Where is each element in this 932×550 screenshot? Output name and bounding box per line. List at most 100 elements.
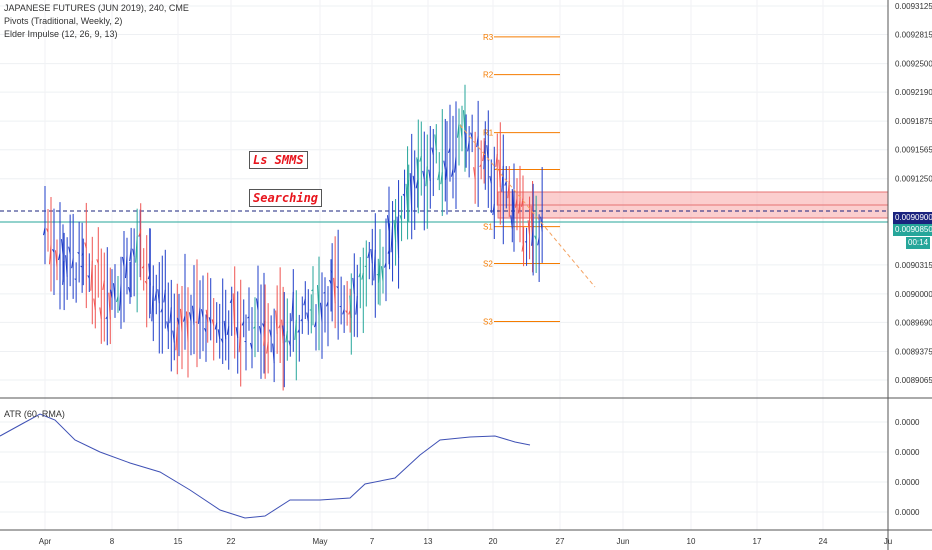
bar-tick	[129, 248, 132, 262]
elder-impulse-label[interactable]: Elder Impulse (12, 26, 9, 13)	[4, 29, 118, 39]
bar-tick	[320, 302, 323, 323]
bar-tick	[507, 181, 510, 199]
bar-tick	[110, 289, 113, 299]
bar-tick	[175, 327, 178, 351]
bar-tick	[317, 285, 320, 317]
bar-tick	[125, 255, 128, 279]
bar-tick	[253, 326, 256, 329]
bar-tick	[387, 248, 391, 254]
atr-tick-label: 0.0000	[895, 418, 920, 427]
bar-tick	[405, 183, 409, 212]
bar-tick	[148, 263, 151, 286]
bar-tick	[534, 235, 537, 240]
time-tick-label: 10	[687, 537, 696, 546]
bar-tick	[205, 309, 209, 323]
bar-tick	[278, 324, 281, 329]
bar-tick	[241, 321, 245, 326]
bar-tick	[259, 326, 262, 335]
bar-tick	[434, 134, 437, 151]
annotation-ls-smms[interactable]: Ls SMMS	[249, 151, 308, 169]
bar-tick	[419, 155, 422, 162]
bar-tick	[473, 167, 476, 180]
bar-tick	[521, 241, 525, 252]
bar-tick	[154, 291, 157, 301]
pivots-indicator-label[interactable]: Pivots (Traditional, Weekly, 2)	[4, 16, 123, 26]
bar-tick	[527, 220, 531, 236]
bar-tick	[358, 272, 361, 278]
bar-tick	[250, 342, 253, 350]
bar-tick	[151, 285, 154, 322]
bar-tick	[192, 305, 195, 326]
time-tick-label: 13	[424, 537, 433, 546]
pivot-label-s3: S3	[483, 318, 493, 327]
bar-tick	[189, 312, 192, 322]
bar-tick	[208, 317, 212, 324]
bar-tick	[288, 340, 291, 346]
bar-tick	[223, 320, 227, 340]
bar-tick	[108, 292, 111, 320]
bar-tick	[281, 319, 284, 344]
bar-tick	[314, 321, 317, 328]
bar-tick	[144, 280, 148, 285]
bar-tick	[454, 156, 457, 173]
bar-tick	[348, 310, 351, 315]
bar-tick	[81, 253, 84, 256]
bar-tick	[113, 283, 116, 301]
bar-tick	[431, 147, 434, 155]
price-tick-label: 0.0091875	[895, 117, 932, 126]
price-tick-label: 0.0090315	[895, 261, 932, 270]
bar-tick	[297, 329, 300, 333]
bar-tick	[342, 309, 345, 315]
atr-indicator-label[interactable]: ATR (60, RMA)	[4, 409, 65, 419]
bar-tick	[345, 310, 348, 314]
time-tick-label: 17	[753, 537, 762, 546]
bar-tick	[87, 275, 90, 279]
bar-tick	[62, 260, 65, 285]
bar-tick	[349, 295, 352, 318]
bar-tick	[122, 256, 125, 267]
bar-tick	[329, 279, 332, 285]
bar-tick	[399, 215, 403, 221]
bar-tick	[166, 321, 169, 332]
bar-tick	[285, 331, 288, 343]
bar-tick	[537, 237, 540, 246]
bar-tick	[135, 236, 138, 263]
bar-tick	[263, 320, 266, 346]
trend-line	[459, 124, 596, 288]
bar-tick	[93, 298, 96, 310]
bar-tick	[74, 278, 77, 280]
bar-tick	[186, 311, 189, 343]
bar-tick	[247, 316, 250, 319]
bar-tick	[282, 325, 285, 337]
bar-tick	[58, 252, 61, 261]
atr-tick-label: 0.0000	[895, 448, 920, 457]
bar-tick	[445, 165, 448, 180]
bar-tick	[43, 227, 46, 236]
bar-tick	[163, 289, 166, 303]
bar-tick	[183, 315, 186, 322]
bar-tick	[96, 259, 99, 264]
annotation-searching[interactable]: Searching	[249, 189, 323, 207]
bar-tick	[457, 123, 460, 138]
price-tick-label: 0.0089690	[895, 318, 932, 327]
atr-line	[0, 413, 531, 519]
time-tick-label: 27	[556, 537, 565, 546]
bar-tick	[232, 293, 236, 335]
bar-tick	[479, 164, 482, 168]
bar-tick	[272, 343, 275, 364]
bar-tick	[71, 258, 74, 269]
bar-tick	[387, 215, 390, 232]
countdown-tag: 00:14	[906, 237, 931, 249]
bar-tick	[422, 170, 425, 180]
bar-tick	[333, 277, 336, 304]
bar-tick	[55, 250, 58, 268]
bar-tick	[495, 153, 498, 168]
downtrend-line	[459, 124, 596, 288]
bar-tick	[116, 296, 119, 303]
bar-tick	[531, 225, 534, 246]
bar-tick	[396, 216, 400, 258]
plot-area[interactable]	[0, 0, 888, 550]
bar-tick	[501, 165, 504, 192]
bar-tick	[138, 228, 142, 237]
